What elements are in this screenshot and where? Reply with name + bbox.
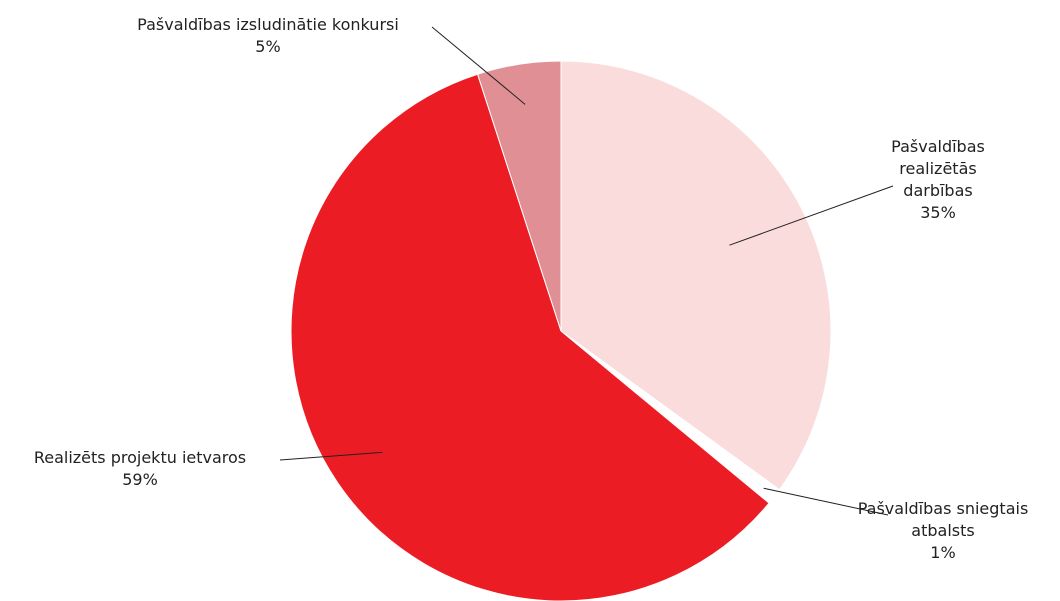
leader-line: [431, 26, 526, 105]
pie-slice: [476, 60, 562, 332]
slice-value: 1%: [930, 543, 956, 562]
slice-name: Pašvaldības realizētās darbības: [891, 137, 985, 200]
slice-name: Pašvaldības izsludinātie konkursi: [137, 15, 399, 34]
slice-value: 59%: [122, 470, 158, 489]
slice-label: Pašvaldības realizētās darbības 35%: [873, 136, 1003, 224]
leader-line: [729, 185, 894, 246]
slice-label: Pašvaldības izsludinātie konkursi 5%: [98, 14, 438, 58]
slice-value: 5%: [255, 37, 281, 56]
leader-line: [279, 451, 383, 461]
slice-name: Pašvaldības sniegtais atbalsts: [857, 499, 1029, 540]
slice-name: Realizēts projektu ietvaros: [33, 448, 247, 467]
slice-value: 35%: [920, 203, 956, 222]
slice-label: Pašvaldības sniegtais atbalsts 1%: [848, 498, 1038, 564]
slice-label: Realizēts projektu ietvaros 59%: [0, 447, 280, 491]
leader-line: [763, 487, 889, 516]
pie-slice: [560, 60, 832, 491]
pie-slice: [290, 73, 770, 601]
